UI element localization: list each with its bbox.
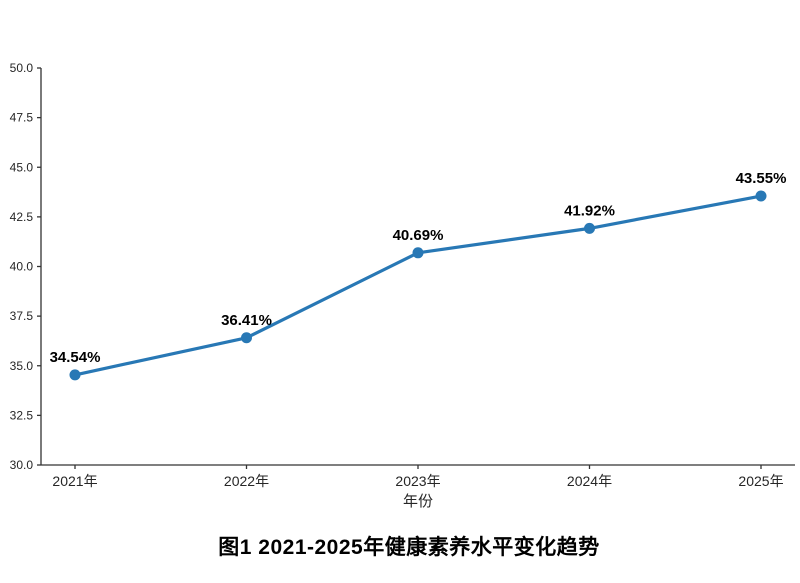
data-point bbox=[584, 222, 595, 234]
x-tick-label: 2022年 bbox=[224, 473, 269, 489]
data-point-label: 34.54% bbox=[50, 349, 101, 366]
x-tick-label: 2023年 bbox=[395, 473, 440, 489]
data-point bbox=[69, 369, 81, 381]
y-tick-label: 32.5 bbox=[10, 408, 34, 422]
x-axis-title: 年份 bbox=[403, 493, 433, 510]
data-point-label: 43.55% bbox=[736, 170, 787, 187]
y-tick-label: 37.5 bbox=[10, 309, 34, 323]
y-tick-label: 30.0 bbox=[10, 458, 34, 472]
y-tick-label: 47.5 bbox=[10, 111, 34, 125]
data-point bbox=[755, 190, 767, 202]
y-tick-label: 40.0 bbox=[10, 260, 34, 274]
x-tick-label: 2025年 bbox=[738, 473, 783, 489]
y-tick-label: 50.0 bbox=[10, 61, 34, 75]
y-tick-label: 35.0 bbox=[10, 359, 34, 373]
y-tick-label: 45.0 bbox=[10, 160, 34, 174]
chart-caption: 图1 2021-2025年健康素养水平变化趋势 bbox=[218, 536, 600, 559]
data-point-label: 40.69% bbox=[393, 227, 444, 244]
data-line bbox=[73, 194, 763, 377]
x-tick-label: 2024年 bbox=[567, 473, 612, 489]
x-tick-label: 2021年 bbox=[52, 473, 97, 489]
data-point bbox=[241, 332, 252, 344]
data-point-label: 41.92% bbox=[564, 202, 615, 219]
data-point-label: 36.41% bbox=[221, 312, 272, 329]
y-tick-label: 42.5 bbox=[10, 210, 34, 224]
data-point bbox=[412, 247, 424, 259]
